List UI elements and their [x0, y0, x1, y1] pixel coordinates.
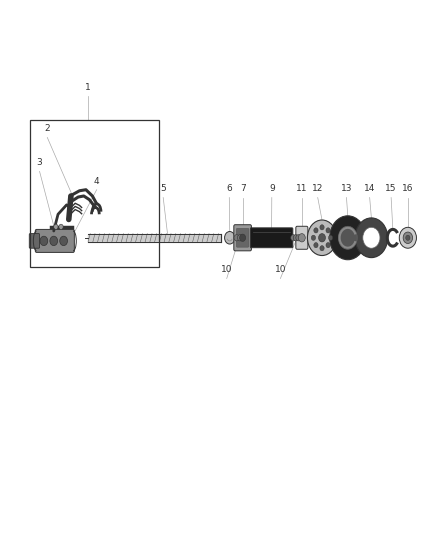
- Circle shape: [328, 235, 333, 240]
- Circle shape: [40, 236, 48, 246]
- Circle shape: [296, 235, 301, 241]
- FancyBboxPatch shape: [29, 233, 39, 248]
- Circle shape: [234, 235, 239, 241]
- FancyBboxPatch shape: [251, 228, 293, 248]
- Circle shape: [318, 233, 325, 242]
- Text: 2: 2: [45, 124, 50, 133]
- FancyBboxPatch shape: [296, 227, 308, 249]
- Text: 10: 10: [221, 265, 233, 274]
- Text: 3: 3: [37, 158, 42, 167]
- FancyBboxPatch shape: [237, 228, 249, 247]
- Circle shape: [320, 225, 324, 230]
- Circle shape: [355, 218, 388, 257]
- Circle shape: [403, 232, 413, 244]
- Circle shape: [237, 235, 243, 241]
- Circle shape: [314, 228, 318, 233]
- FancyBboxPatch shape: [35, 229, 74, 253]
- Circle shape: [406, 235, 410, 240]
- FancyBboxPatch shape: [234, 225, 251, 251]
- Text: 5: 5: [160, 184, 166, 193]
- Circle shape: [291, 235, 296, 241]
- Text: 10: 10: [275, 265, 286, 274]
- Text: 11: 11: [296, 184, 307, 193]
- Text: 14: 14: [364, 184, 375, 193]
- Text: 15: 15: [385, 184, 397, 193]
- Text: 9: 9: [269, 184, 275, 193]
- Circle shape: [298, 233, 305, 242]
- Circle shape: [225, 231, 235, 244]
- Circle shape: [320, 246, 324, 251]
- Circle shape: [240, 234, 246, 241]
- Circle shape: [399, 228, 417, 248]
- Circle shape: [54, 224, 58, 229]
- Circle shape: [363, 228, 380, 248]
- Bar: [30, 120, 159, 266]
- Circle shape: [326, 243, 330, 248]
- Circle shape: [60, 236, 67, 246]
- Circle shape: [311, 235, 315, 240]
- Circle shape: [59, 224, 63, 229]
- Circle shape: [314, 243, 318, 248]
- Circle shape: [338, 227, 357, 249]
- Text: 16: 16: [402, 184, 413, 193]
- Text: 4: 4: [94, 176, 99, 185]
- Text: 1: 1: [85, 83, 91, 92]
- Text: 13: 13: [341, 184, 352, 193]
- Circle shape: [307, 220, 337, 255]
- Text: 12: 12: [312, 184, 323, 193]
- Text: 7: 7: [240, 184, 245, 193]
- Circle shape: [293, 235, 298, 241]
- Circle shape: [50, 236, 58, 246]
- Circle shape: [326, 228, 330, 233]
- Text: 6: 6: [226, 184, 232, 193]
- Circle shape: [330, 216, 366, 260]
